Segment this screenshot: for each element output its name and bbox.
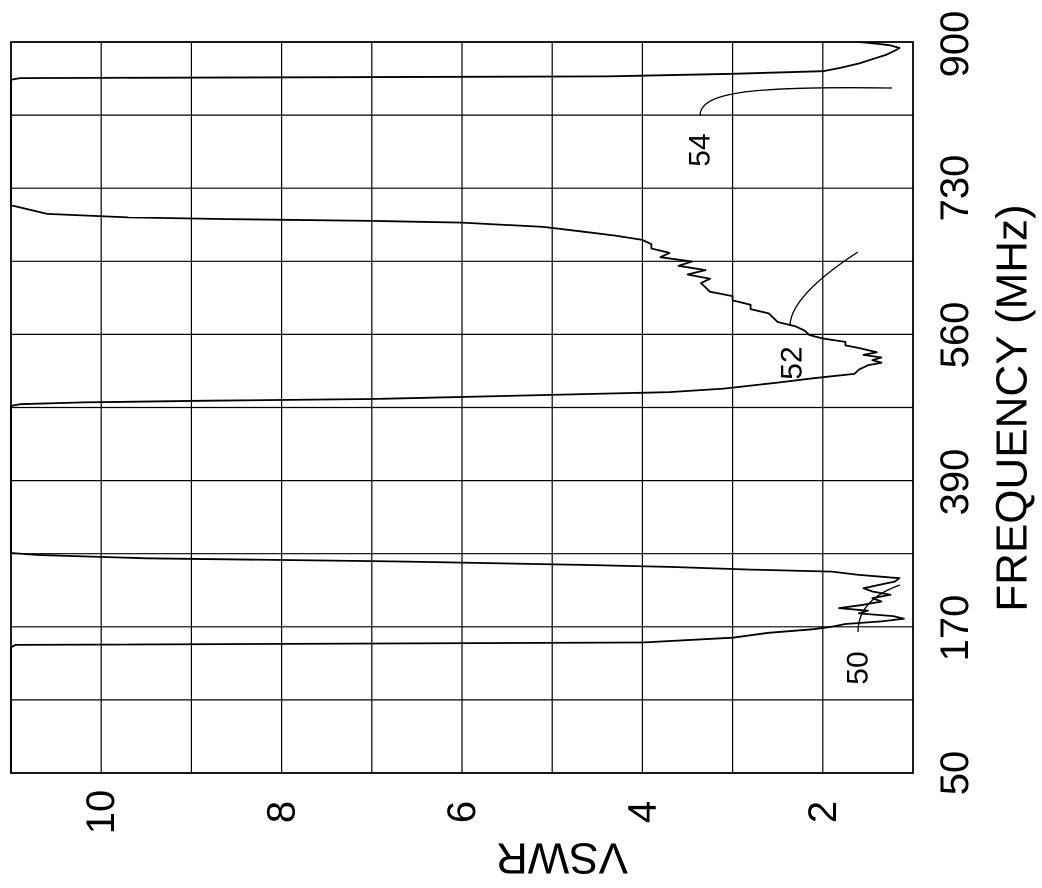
callout-leader-line (857, 584, 901, 633)
x-tick-label: 900 (933, 11, 977, 78)
x-tick-label: 560 (933, 302, 977, 369)
y-tick-label: 6 (440, 801, 484, 823)
x-tick-labels: 50 170 390 560 730 900 (933, 11, 977, 796)
y-tick-label: 10 (79, 790, 123, 835)
callout-label-54: 54 (684, 133, 717, 166)
callout-leader-line (789, 251, 859, 327)
callout-label-50: 50 (842, 651, 875, 684)
callout-leader-line (699, 87, 893, 117)
y-tick-label: 8 (260, 801, 304, 823)
grid (11, 42, 913, 773)
x-tick-label: 730 (933, 155, 977, 222)
x-tick-label: 50 (933, 751, 977, 796)
x-tick-label: 390 (933, 449, 977, 516)
annotations-group: 50 52 54 (684, 87, 901, 685)
callout-label-52: 52 (776, 346, 809, 379)
y-tick-labels: 2 4 6 8 10 (79, 790, 845, 835)
x-axis-title: FREQUENCY (MHz) (988, 204, 1037, 611)
y-tick-label: 4 (620, 801, 664, 823)
y-tick-label: 2 (801, 801, 845, 823)
y-axis-title: VSWR (496, 834, 628, 883)
x-tick-label: 170 (933, 595, 977, 662)
